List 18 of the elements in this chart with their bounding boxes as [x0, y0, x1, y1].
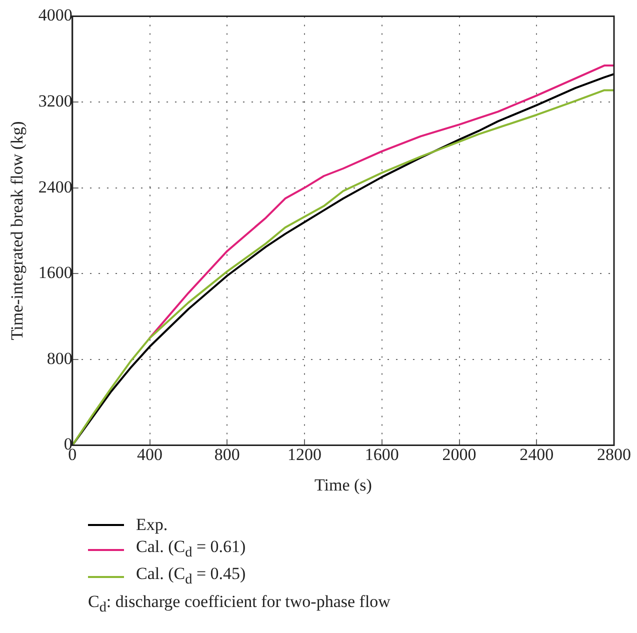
y-tick-label: 4000 [38, 6, 72, 25]
y-axis-title: Time-integrated break flow (kg) [8, 121, 27, 340]
y-tick-label: 3200 [38, 91, 72, 110]
y-tick-label: 800 [46, 348, 72, 368]
text: C$_{d}$: discharge coefficient for two-phase flow [88, 590, 392, 618]
legend-label: Cal. (C$_{d}$ = 0.61) [136, 536, 246, 562]
legend-label: Cal. (C$_{d}$ = 0.45) [136, 563, 246, 590]
x-tick-label: 2800 [597, 444, 631, 464]
x-tick-label: 400 [137, 444, 163, 464]
x-tick-label: 2000 [442, 444, 476, 464]
x-tick-label: 2400 [520, 444, 554, 464]
y-tick-label: 2400 [38, 177, 72, 196]
x-tick-label: 1200 [288, 444, 322, 464]
legend-label: Exp. [136, 514, 168, 536]
x-axis-title: Time (s) [314, 475, 372, 494]
x-tick-label: 800 [214, 444, 240, 464]
y-tick-label: 1600 [38, 263, 72, 282]
x-tick-label: 1600 [364, 444, 399, 464]
